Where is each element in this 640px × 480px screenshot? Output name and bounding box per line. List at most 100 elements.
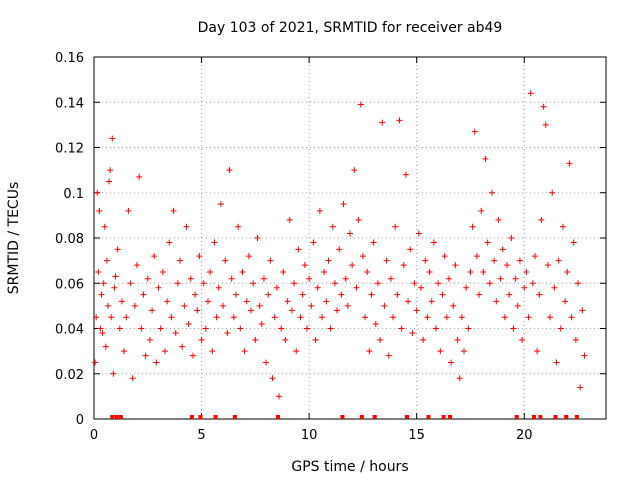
data-point bbox=[340, 201, 347, 208]
data-point bbox=[215, 284, 222, 291]
bottom-marker bbox=[574, 415, 579, 419]
data-point bbox=[370, 239, 377, 246]
bottom-marker bbox=[405, 415, 410, 419]
data-point bbox=[107, 167, 114, 174]
data-point bbox=[288, 307, 295, 314]
data-point bbox=[102, 343, 109, 350]
data-point bbox=[314, 284, 321, 291]
data-point bbox=[555, 257, 562, 264]
bottom-marker bbox=[359, 415, 364, 419]
data-point bbox=[96, 207, 103, 214]
data-point bbox=[104, 302, 111, 309]
data-point bbox=[504, 262, 511, 269]
data-point bbox=[398, 325, 405, 332]
data-point bbox=[568, 314, 575, 321]
data-point bbox=[553, 359, 560, 366]
data-point bbox=[422, 257, 429, 264]
data-point bbox=[168, 314, 175, 321]
data-point bbox=[187, 275, 194, 282]
data-point bbox=[338, 291, 345, 298]
data-point bbox=[484, 239, 491, 246]
data-point bbox=[170, 207, 177, 214]
data-point bbox=[495, 216, 502, 223]
data-point bbox=[254, 235, 261, 241]
data-point bbox=[189, 352, 196, 359]
data-point bbox=[377, 336, 384, 343]
data-point bbox=[293, 348, 300, 355]
data-point bbox=[379, 119, 386, 126]
data-point bbox=[282, 336, 289, 343]
data-point bbox=[476, 291, 483, 298]
data-point bbox=[430, 239, 437, 246]
data-point bbox=[118, 298, 125, 305]
data-point bbox=[331, 280, 338, 287]
data-point bbox=[564, 268, 571, 275]
x-tick-label: 10 bbox=[301, 428, 318, 443]
data-point bbox=[542, 121, 549, 128]
bottom-marker bbox=[275, 415, 280, 419]
y-axis-ticks: 0 0.02 0.04 0.06 0.08 0.1 0.12 0.14 0.16 bbox=[55, 51, 606, 428]
y-tick-label: 0.16 bbox=[55, 51, 84, 66]
data-point bbox=[211, 239, 218, 246]
data-point bbox=[450, 302, 457, 309]
bottom-marker bbox=[213, 415, 218, 419]
data-point bbox=[351, 167, 358, 174]
data-point bbox=[316, 207, 323, 214]
data-point bbox=[319, 314, 326, 321]
data-point bbox=[456, 375, 463, 382]
data-point bbox=[390, 314, 397, 321]
data-point bbox=[372, 320, 379, 327]
data-point bbox=[392, 223, 399, 230]
bottom-marker bbox=[564, 415, 569, 419]
data-point bbox=[364, 268, 371, 275]
data-point bbox=[334, 307, 341, 314]
data-point bbox=[181, 302, 188, 309]
data-point bbox=[327, 325, 334, 332]
data-point bbox=[256, 302, 263, 309]
x-axis-ticks: 0 5 10 15 20 bbox=[90, 57, 533, 443]
data-point bbox=[230, 314, 237, 321]
data-point bbox=[129, 375, 136, 382]
data-point bbox=[263, 359, 270, 366]
data-point bbox=[486, 280, 493, 287]
data-point bbox=[344, 302, 351, 309]
bottom-marker bbox=[189, 415, 194, 419]
data-point bbox=[153, 359, 160, 366]
data-point bbox=[140, 291, 147, 298]
data-point bbox=[512, 275, 519, 282]
data-point bbox=[310, 239, 317, 246]
data-point bbox=[577, 384, 584, 391]
data-point bbox=[98, 291, 105, 298]
data-point bbox=[359, 253, 366, 260]
data-point bbox=[469, 223, 476, 230]
data-point bbox=[112, 273, 119, 280]
data-point bbox=[544, 262, 551, 269]
data-point bbox=[424, 314, 431, 321]
data-point bbox=[519, 336, 526, 343]
data-point bbox=[575, 280, 582, 287]
data-point bbox=[458, 314, 465, 321]
data-point bbox=[514, 302, 521, 309]
data-point bbox=[409, 330, 416, 337]
data-point bbox=[433, 325, 440, 332]
data-point bbox=[441, 253, 448, 260]
data-point bbox=[194, 307, 201, 314]
data-point bbox=[461, 348, 468, 355]
data-point bbox=[138, 325, 145, 332]
data-point bbox=[166, 239, 173, 246]
data-point bbox=[269, 375, 276, 382]
data-point bbox=[566, 160, 573, 167]
data-point bbox=[336, 246, 343, 253]
data-point bbox=[226, 167, 233, 174]
data-point bbox=[202, 325, 209, 332]
data-point bbox=[473, 253, 480, 260]
y-tick-label: 0.12 bbox=[55, 142, 84, 157]
data-point bbox=[123, 314, 130, 321]
data-point bbox=[100, 280, 107, 287]
data-point bbox=[144, 275, 151, 282]
grid-lines bbox=[94, 57, 606, 419]
bottom-marker bbox=[118, 415, 123, 419]
data-point bbox=[109, 135, 116, 142]
data-point bbox=[366, 348, 373, 355]
data-point bbox=[146, 336, 153, 343]
